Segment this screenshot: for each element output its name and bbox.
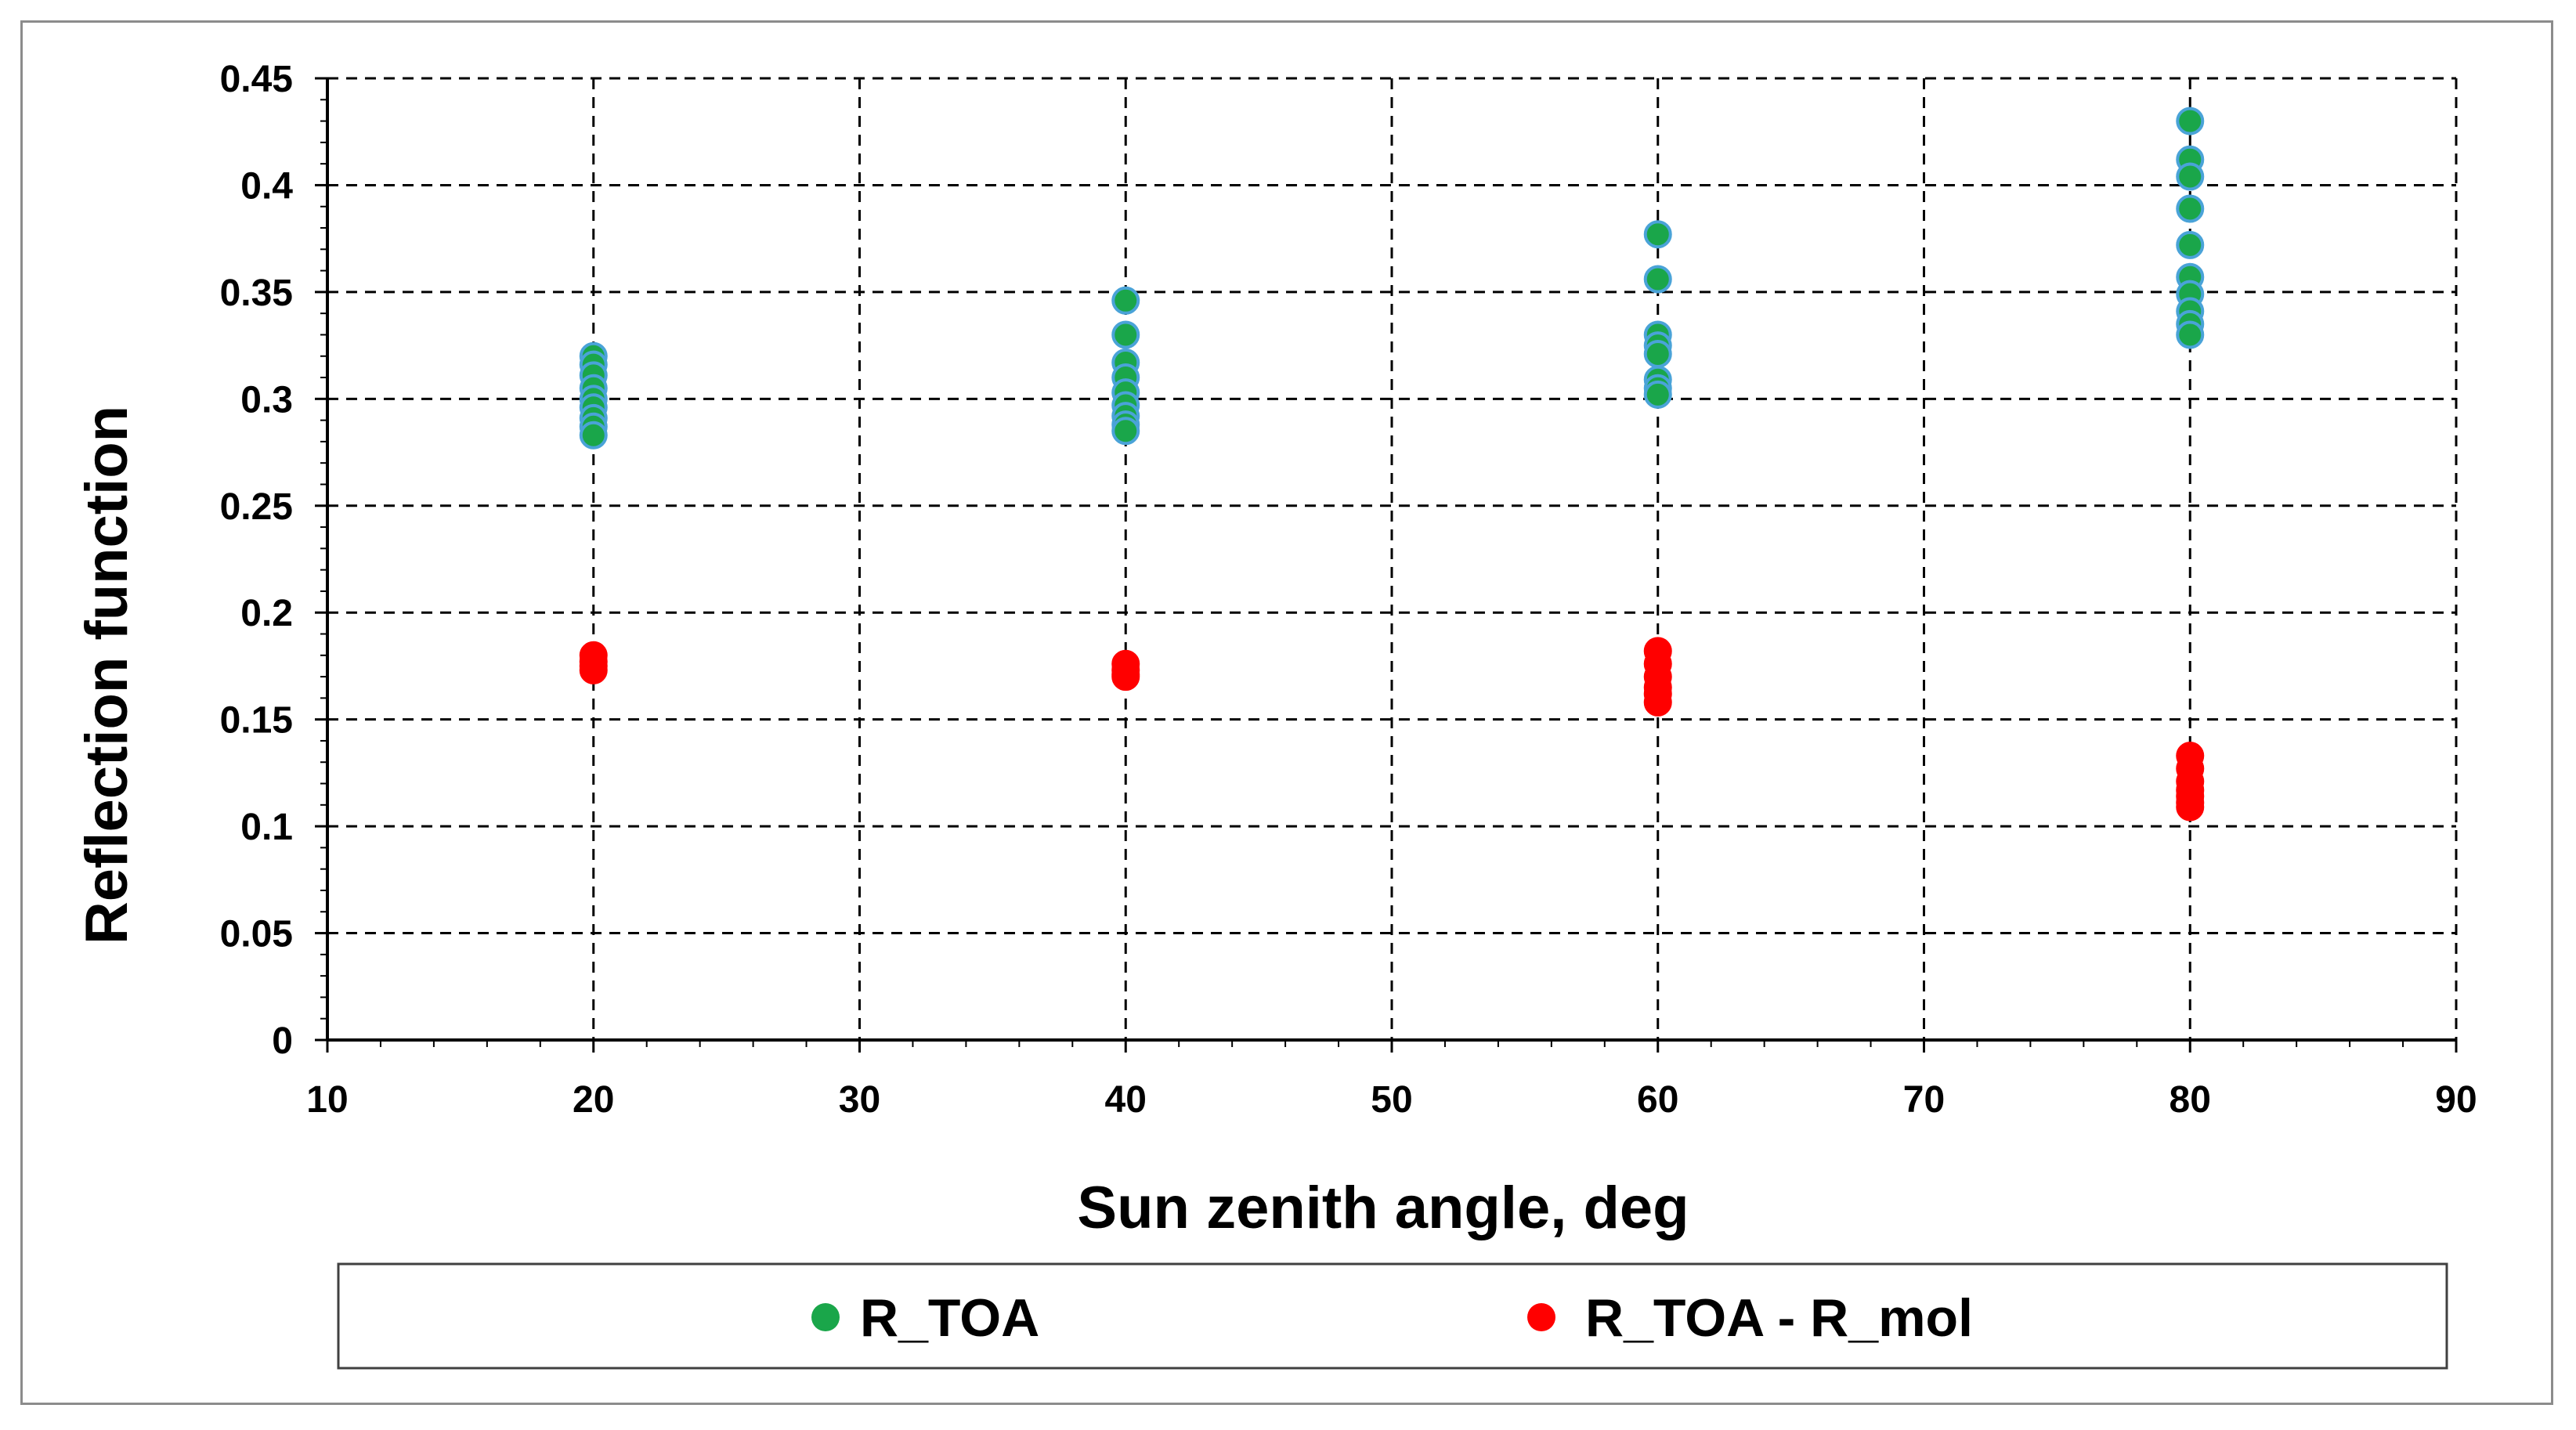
legend: R_TOA R_TOA - R_mol (337, 1262, 2448, 1370)
r-toa-point (1643, 265, 1672, 294)
x-tick-label: 50 (1371, 1079, 1412, 1121)
r-toa-point (2176, 194, 2205, 223)
r-toa-point (1643, 340, 1672, 369)
y-tick-label: 0.45 (220, 59, 293, 100)
y-tick-label: 0.35 (220, 273, 293, 314)
r-toa-point (1111, 417, 1140, 446)
legend-label-r-toa: R_TOA (860, 1288, 1039, 1348)
r-toa-minus-r-mol-point (579, 655, 608, 684)
x-tick-label: 80 (2170, 1079, 2211, 1121)
chart-frame (20, 20, 2553, 1405)
r-toa-point (2176, 162, 2205, 191)
tick-labels: 0 0.05 0.1 0.15 0.2 0.25 0.3 0.35 0.4 0.45 10 20 30 4… (220, 59, 2477, 1121)
r-toa-point (1111, 320, 1140, 349)
x-tick-label: 30 (839, 1079, 880, 1121)
r-toa-point (579, 421, 608, 450)
r-toa-minus-r-mol-point (1643, 688, 1672, 717)
x-tick-label: 40 (1105, 1079, 1147, 1121)
legend-box (337, 1262, 2448, 1370)
r-toa-minus-r-mol-point (1111, 663, 1140, 692)
axes (315, 77, 2458, 1053)
legend-marker-r-toa-minus-r-mol (1527, 1303, 1555, 1331)
y-tick-label: 0.3 (240, 379, 293, 421)
legend-label-r-toa-minus-r-mol: R_TOA - R_mol (1585, 1288, 1973, 1348)
grid-lines (327, 77, 2458, 1040)
y-axis-title: Reflection function (74, 406, 140, 944)
x-tick-label: 60 (1637, 1079, 1678, 1121)
x-tick-label: 70 (1903, 1079, 1945, 1121)
r-toa-point (1111, 286, 1140, 315)
r-toa-point (2176, 230, 2205, 259)
y-tick-label: 0.15 (220, 700, 293, 742)
y-tick-label: 0.25 (220, 486, 293, 528)
y-tick-label: 0.05 (220, 914, 293, 955)
data-points (579, 107, 2205, 822)
y-tick-label: 0 (272, 1020, 293, 1062)
r-toa-point (2176, 107, 2205, 135)
r-toa-point (1643, 380, 1672, 409)
r-toa-point (1643, 220, 1672, 249)
x-axis-title: Sun zenith angle, deg (1077, 1175, 1689, 1241)
y-tick-label: 0.1 (240, 807, 293, 848)
y-tick-label: 0.4 (240, 165, 293, 207)
x-tick-label: 90 (2435, 1079, 2477, 1121)
legend-marker-r-toa (811, 1303, 840, 1331)
r-toa-minus-r-mol-point (2176, 793, 2205, 822)
y-tick-label: 0.2 (240, 593, 293, 634)
r-toa-point (2176, 320, 2205, 349)
x-tick-label: 10 (306, 1079, 348, 1121)
x-tick-label: 20 (573, 1079, 614, 1121)
